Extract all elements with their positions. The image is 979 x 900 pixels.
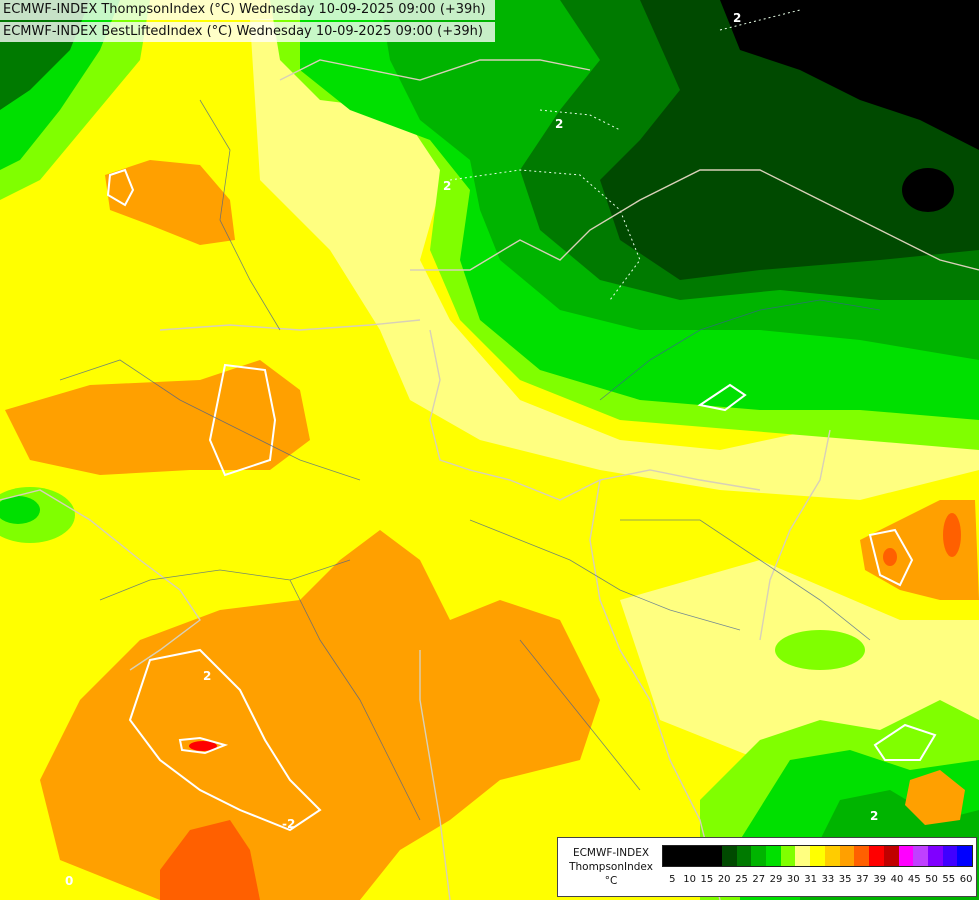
field-orange-west	[5, 360, 310, 475]
legend-swatch	[824, 846, 840, 866]
field-black-spot	[902, 168, 954, 212]
legend-swatch	[957, 846, 973, 866]
legend-tick-label: 35	[838, 874, 852, 885]
legend-swatch	[854, 846, 870, 866]
contour-label: 2	[555, 117, 563, 131]
legend-tick-label: 27	[752, 874, 766, 885]
contour-label: 0	[65, 874, 73, 888]
color-legend: ECMWF-INDEX ThompsonIndex °C 5 10 15 20 25 27…	[557, 837, 977, 897]
map-title-lifted: ECMWF-INDEX BestLiftedIndex (°C) Wednesd…	[0, 22, 495, 42]
legend-swatch	[663, 846, 678, 866]
legend-tick-label: 29	[769, 874, 783, 885]
legend-colorbar	[662, 845, 973, 867]
legend-swatch	[677, 846, 693, 866]
legend-ticks: 5 10 15 20 25 27 29 30 31 33 35 37 39 40 45 50 55 60	[662, 874, 973, 888]
legend-swatch	[810, 846, 825, 866]
legend-swatch	[913, 846, 928, 866]
legend-tick-label: 55	[942, 874, 956, 885]
legend-swatch	[927, 846, 943, 866]
contour-label: 2	[203, 669, 211, 683]
legend-swatch	[942, 846, 958, 866]
field-red-spot	[189, 741, 217, 751]
map-title-thompson: ECMWF-INDEX ThompsonIndex (°C) Wednesday…	[0, 0, 495, 20]
field-orange-south	[40, 530, 600, 900]
legend-tick-label: 10	[683, 874, 697, 885]
contour-label: 2	[443, 179, 451, 193]
field-red-spot-east	[883, 548, 897, 566]
legend-tick-label: 33	[821, 874, 835, 885]
field-black-north	[720, 0, 979, 150]
legend-swatch	[766, 846, 781, 866]
contour-label: 2	[870, 809, 878, 823]
legend-tick-label: 45	[907, 874, 921, 885]
legend-tick-label: 25	[735, 874, 748, 885]
contour-label: -2	[282, 817, 295, 831]
field-darkorange-east	[943, 513, 961, 557]
legend-model: ECMWF-INDEX	[572, 847, 650, 859]
legend-tick-label: 37	[856, 874, 869, 885]
field-orange-nw	[105, 160, 235, 245]
legend-swatch	[692, 846, 708, 866]
legend-label: ECMWF-INDEX ThompsonIndex °C	[562, 846, 660, 888]
contour-label: 2	[733, 11, 741, 25]
legend-tick-label: 5	[669, 874, 676, 885]
legend-swatch	[839, 846, 855, 866]
legend-tick-label: 31	[804, 874, 817, 885]
legend-tick-label: 30	[786, 874, 800, 885]
contours-dotted	[449, 9, 801, 301]
country-borders	[0, 59, 979, 900]
field-green-west	[0, 496, 40, 524]
legend-tick-label: 39	[873, 874, 887, 885]
legend-swatch	[707, 846, 722, 866]
contours	[106, 168, 937, 832]
legend-tick-label: 50	[925, 874, 938, 885]
legend-swatch	[721, 846, 737, 866]
legend-parameter: ThompsonIndex	[569, 861, 653, 873]
legend-swatch	[780, 846, 796, 866]
legend-tick-label: 40	[890, 874, 904, 885]
legend-tick-label: 15	[700, 874, 714, 885]
legend-swatch	[869, 846, 884, 866]
field-lime-east	[775, 630, 865, 670]
legend-swatch	[736, 846, 752, 866]
legend-swatch	[883, 846, 899, 866]
legend-unit: °C	[604, 875, 618, 887]
legend-swatch	[751, 846, 767, 866]
legend-swatch	[795, 846, 811, 866]
region-borders	[59, 99, 881, 821]
legend-swatch	[898, 846, 914, 866]
field-darkorange-south	[160, 820, 260, 900]
field-orange-east2	[905, 770, 965, 825]
legend-tick-label: 60	[959, 874, 973, 885]
legend-tick-label: 20	[717, 874, 731, 885]
